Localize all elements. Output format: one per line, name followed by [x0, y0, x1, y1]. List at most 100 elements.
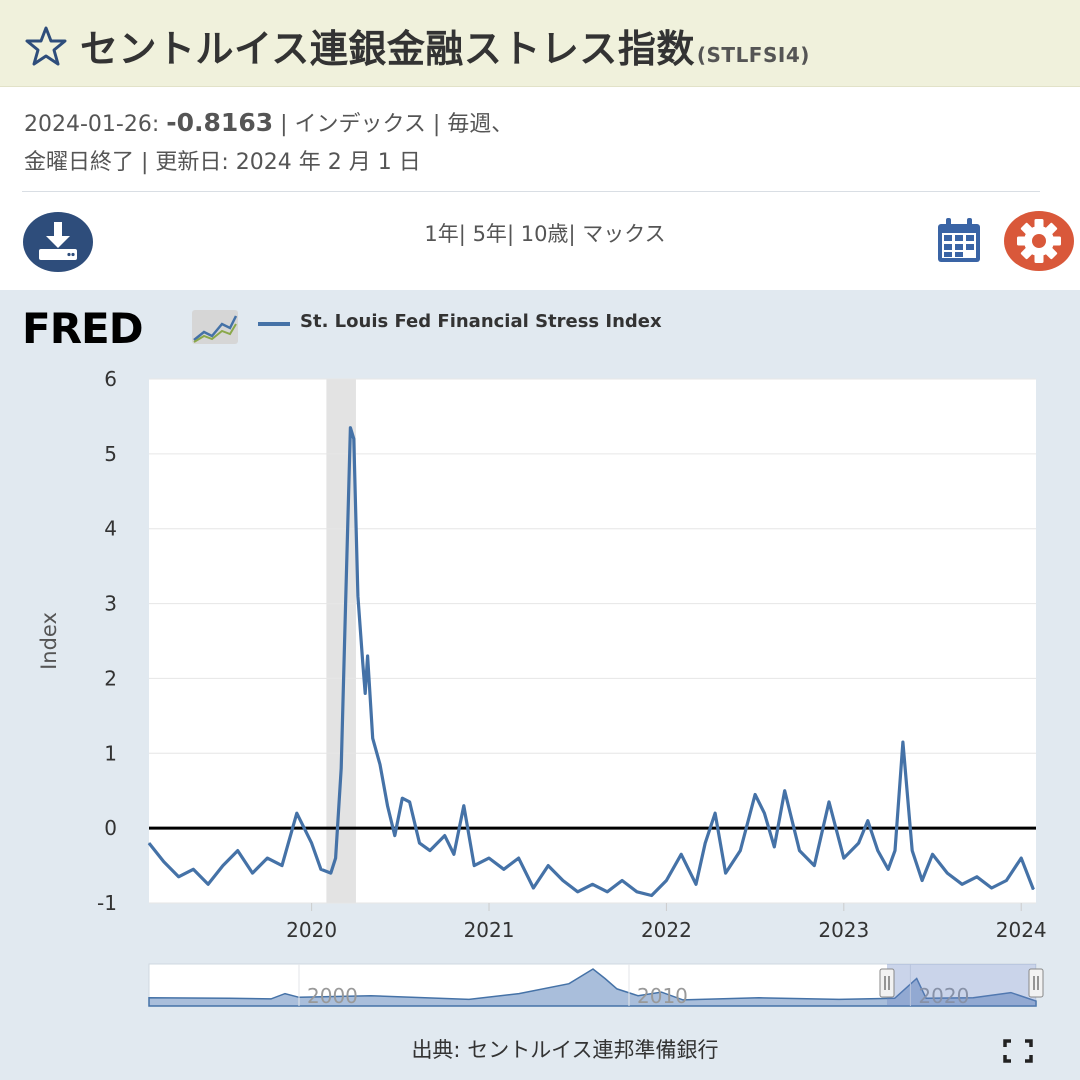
data-point: [237, 850, 239, 852]
star-outline-icon[interactable]: [24, 24, 68, 68]
navigator-tick-label: 2020: [918, 984, 969, 1008]
data-point: [379, 764, 381, 766]
meta-line-1: 2024-01-26: -0.8163 | インデックス | 毎週、: [24, 106, 513, 138]
data-point: [488, 857, 490, 859]
download-button[interactable]: [22, 211, 94, 273]
download-icon: [39, 222, 77, 260]
data-point: [921, 880, 923, 882]
data-point: [394, 835, 396, 837]
data-point: [463, 805, 465, 807]
legend-label: St. Louis Fed Financial Stress Index: [300, 311, 662, 332]
data-point: [773, 846, 775, 848]
x-tick-label: 2022: [641, 918, 692, 942]
y-tick-label: 2: [104, 666, 117, 690]
data-point: [680, 853, 682, 855]
range-5y[interactable]: 5年: [472, 222, 507, 246]
data-point: [364, 692, 366, 694]
data-point: [887, 868, 889, 870]
navigator-selection: [887, 964, 1036, 1006]
data-point: [311, 842, 313, 844]
data-point: [148, 842, 150, 844]
data-point: [532, 887, 534, 889]
data-point: [858, 842, 860, 844]
data-point: [453, 853, 455, 855]
data-point: [562, 880, 564, 882]
navigator-handle[interactable]: [1028, 968, 1044, 998]
data-point: [266, 857, 268, 859]
settings-button[interactable]: [1003, 210, 1075, 272]
data-point: [961, 883, 963, 885]
data-point: [877, 850, 879, 852]
data-point: [763, 812, 765, 814]
series-id: (STLFSI4): [696, 43, 810, 67]
units-frequency: | インデックス | 毎週、: [280, 112, 514, 137]
data-point: [606, 891, 608, 893]
data-point: [353, 438, 355, 440]
data-point: [665, 880, 667, 882]
x-tick-label: 2020: [286, 918, 337, 942]
data-point: [178, 876, 180, 878]
data-point: [932, 853, 934, 855]
range-10y[interactable]: 10歳: [520, 222, 569, 246]
data-point: [192, 868, 194, 870]
range-links: 1年| 5年| 10歳| マックス: [424, 222, 666, 246]
y-tick-label: 5: [104, 442, 117, 466]
gear-icon: [1017, 219, 1061, 263]
data-point: [894, 850, 896, 852]
data-point: [1032, 889, 1034, 891]
data-point: [714, 812, 716, 814]
data-point: [251, 872, 253, 874]
series-title: セントルイス連銀金融ストレス指数: [80, 27, 695, 71]
navigator-tick-label: 2010: [637, 984, 688, 1008]
data-point: [357, 595, 359, 597]
data-point: [577, 891, 579, 893]
data-point: [739, 850, 741, 852]
recession-shade: [326, 379, 356, 903]
plot-area: [149, 379, 1036, 903]
data-point: [429, 850, 431, 852]
data-point: [222, 865, 224, 867]
data-point: [362, 662, 364, 664]
data-point: [503, 868, 505, 870]
data-point: [444, 835, 446, 837]
data-point: [902, 741, 904, 743]
data-point: [418, 842, 420, 844]
x-tick-label: 2024: [996, 918, 1047, 942]
data-point: [704, 842, 706, 844]
navigator-handle[interactable]: [879, 968, 895, 998]
page-title: セントルイス連銀金融ストレス指数 (STLFSI4): [80, 18, 810, 73]
x-tick-label: 2023: [818, 918, 869, 942]
range-1y[interactable]: 1年: [424, 222, 459, 246]
calendar-button[interactable]: [934, 216, 984, 264]
data-point: [651, 895, 653, 897]
y-tick-label: 6: [104, 367, 117, 391]
fullscreen-icon[interactable]: [1000, 1036, 1036, 1066]
y-tick-label: 0: [104, 816, 117, 840]
series-line: [147, 426, 1035, 898]
data-point: [207, 883, 209, 885]
y-axis-label: Index: [37, 612, 61, 670]
data-point: [163, 861, 165, 863]
data-point: [349, 427, 351, 429]
data-point: [867, 820, 869, 822]
data-point: [911, 850, 913, 852]
data-point: [320, 868, 322, 870]
data-point: [367, 655, 369, 657]
data-point: [828, 801, 830, 803]
data-point: [345, 603, 347, 605]
data-point: [409, 801, 411, 803]
data-point: [340, 767, 342, 769]
observation-date: 2024-01-26:: [24, 112, 160, 137]
y-tick-label: 1: [104, 741, 117, 765]
data-point: [843, 857, 845, 859]
y-tick-label: 4: [104, 517, 117, 541]
data-point: [813, 865, 815, 867]
data-point: [372, 737, 374, 739]
data-point: [330, 872, 332, 874]
divider: [22, 191, 1040, 192]
range-max[interactable]: マックス: [582, 222, 666, 246]
fred-logo[interactable]: FRED: [22, 304, 242, 354]
data-point: [621, 880, 623, 882]
data-point: [754, 793, 756, 795]
data-point: [592, 883, 593, 885]
